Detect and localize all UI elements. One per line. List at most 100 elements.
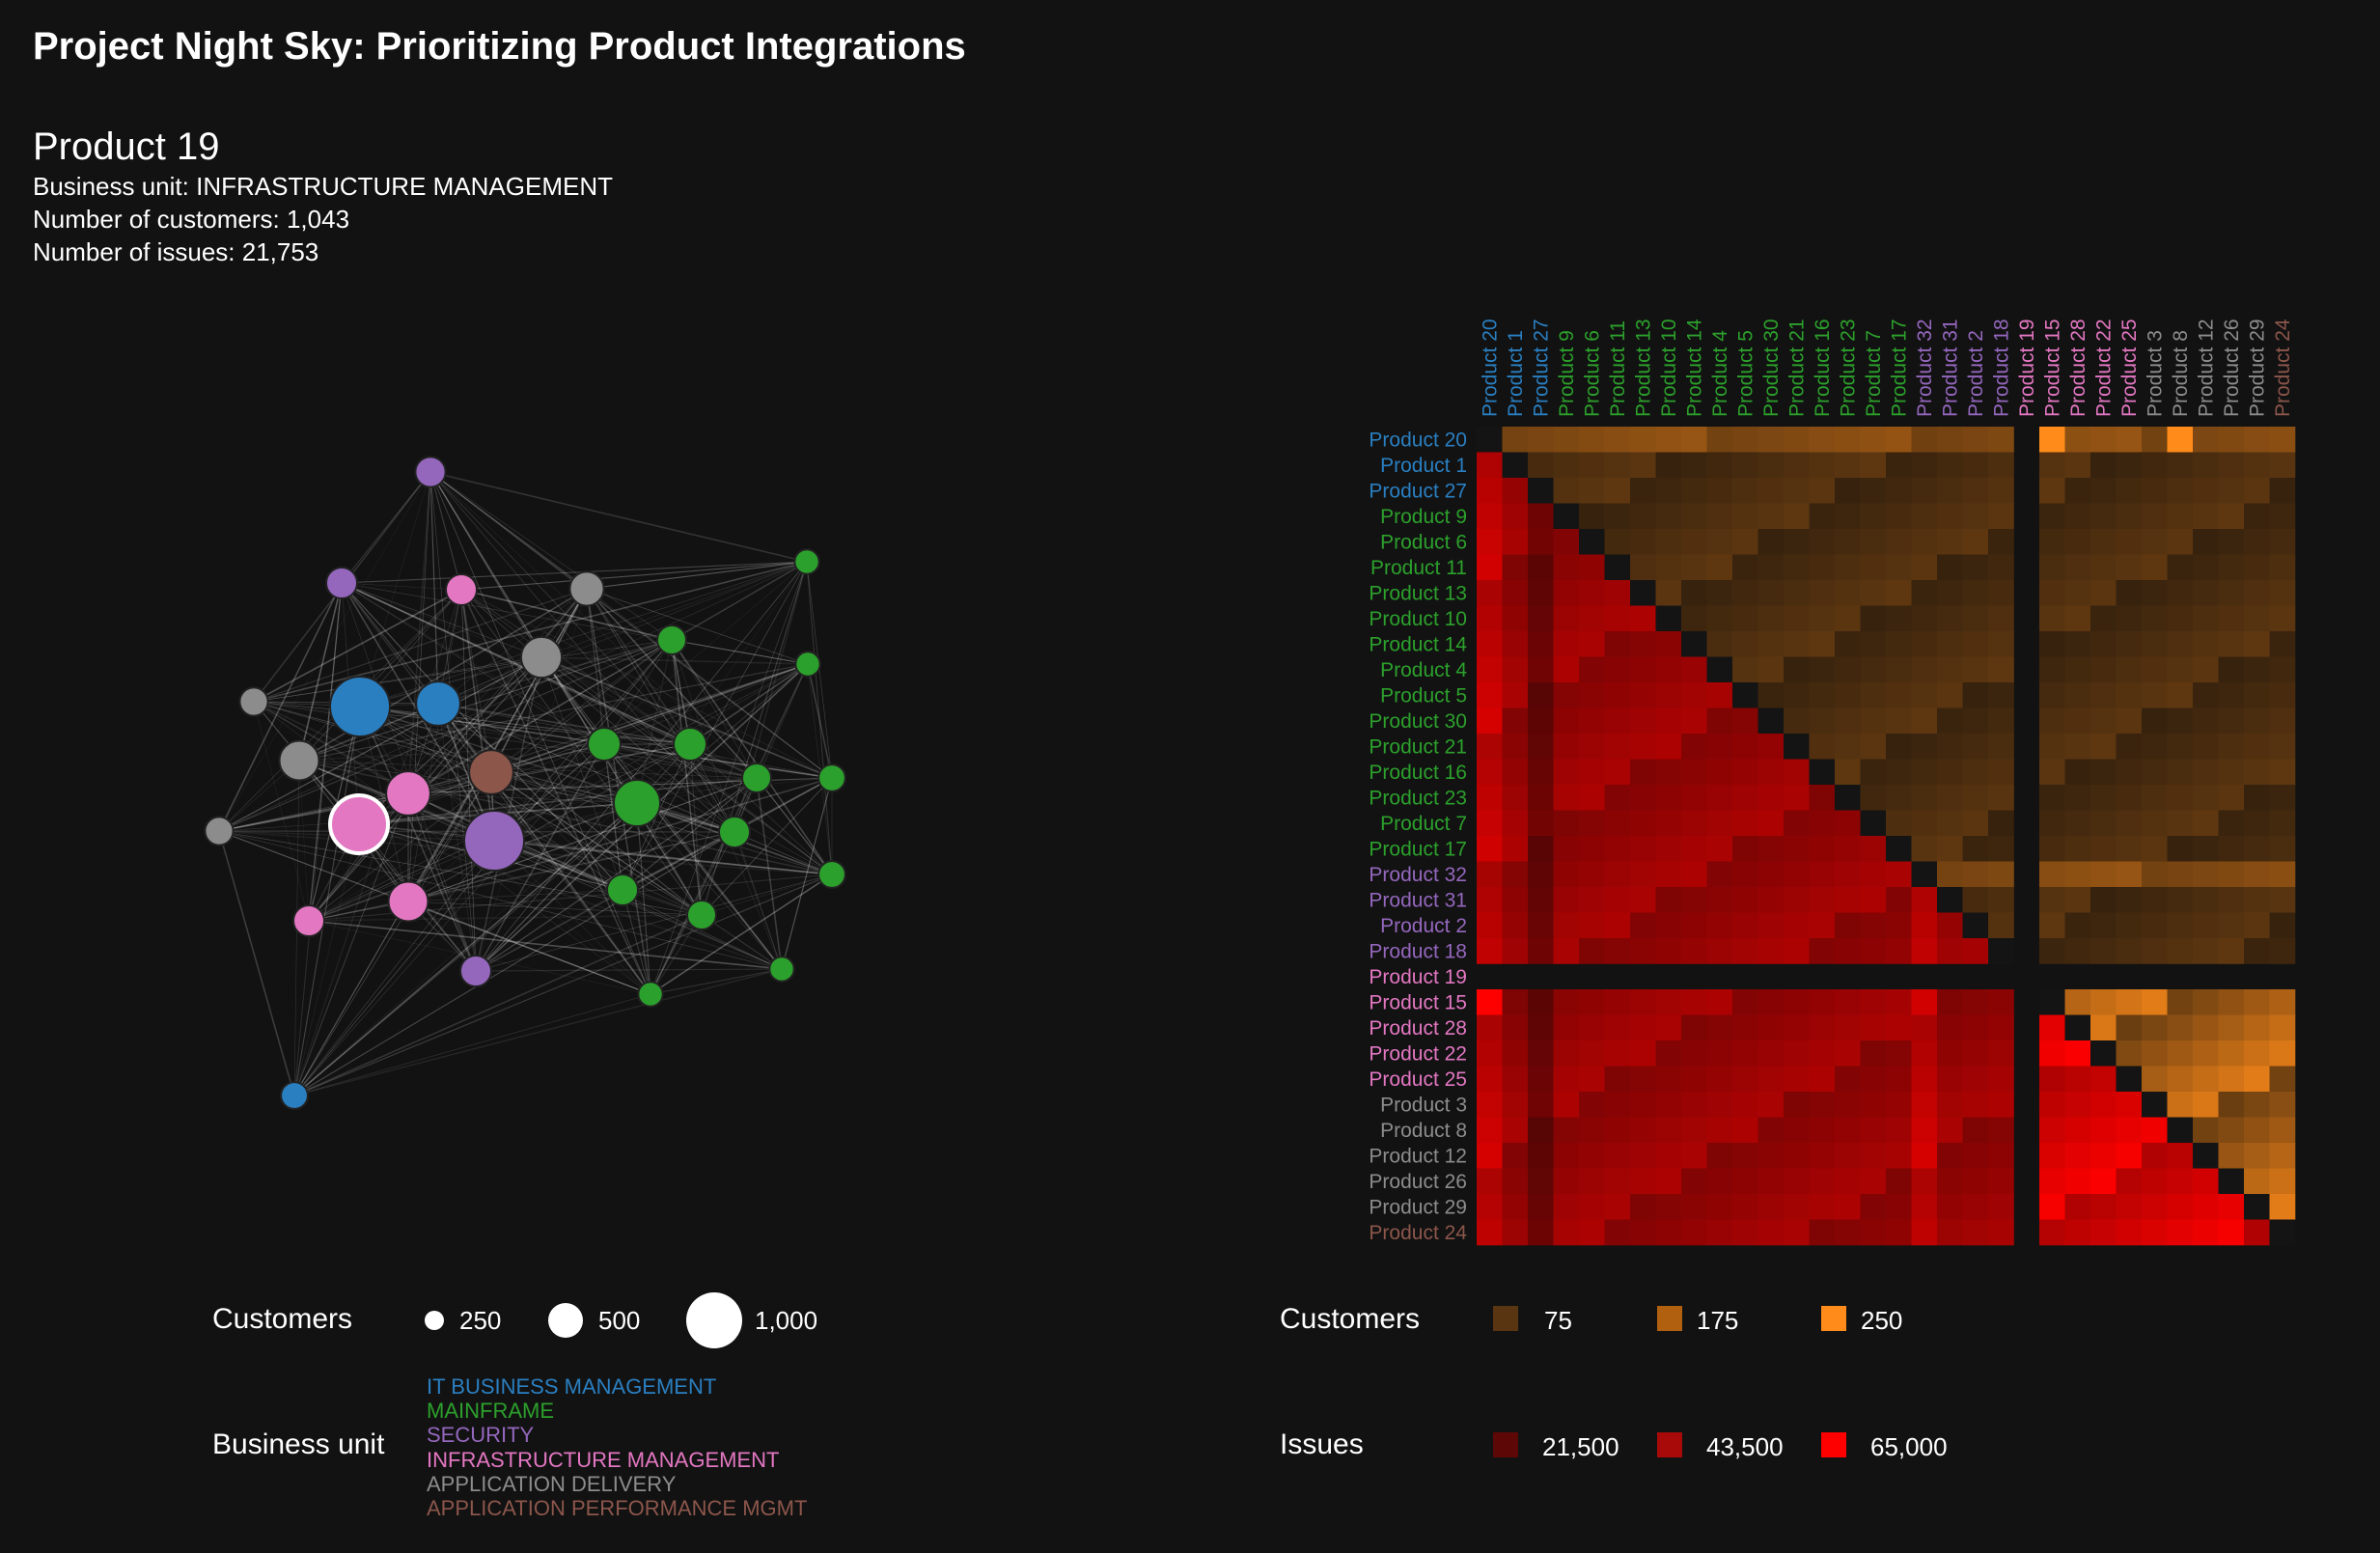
heatmap-cell [2193, 1194, 2219, 1220]
heatmap-row-label: Product 7 [1380, 813, 1467, 835]
network-edge [341, 582, 462, 591]
heatmap-cell [2269, 656, 2296, 683]
heatmap-cell [1528, 1040, 1554, 1067]
heatmap-cell [2090, 452, 2117, 479]
heatmap-cell [1630, 912, 1656, 939]
heatmap-cell [1962, 785, 1989, 811]
network-edge [460, 589, 495, 842]
network-node-mainframe[interactable] [673, 727, 707, 762]
heatmap-cell [2193, 1168, 2219, 1195]
network-edge [308, 792, 409, 922]
network-node-infrastructure-management[interactable] [385, 770, 431, 817]
network-node-mainframe[interactable] [587, 727, 622, 762]
heatmap-cell [1962, 912, 1989, 939]
network-nodes[interactable] [204, 456, 846, 1110]
network-node-mainframe[interactable] [606, 874, 639, 906]
chart-title: Project Night Sky: Prioritizing Product … [33, 25, 966, 68]
heatmap-cell [2244, 1092, 2270, 1118]
network-node-application-delivery[interactable] [238, 686, 269, 717]
heatmap-cell [1732, 810, 1758, 837]
network-node-mainframe[interactable] [768, 956, 795, 983]
heatmap-cell [1809, 605, 1836, 632]
network-node-mainframe[interactable] [817, 763, 846, 792]
heatmap-cell [1784, 682, 1810, 708]
heatmap-cell [1477, 478, 1503, 504]
network-edge [253, 561, 808, 703]
network-edge [429, 471, 833, 779]
heatmap-cell [1911, 605, 1938, 632]
heatmap-cell [1604, 427, 1631, 453]
matrix-customers-legend-title: Customers [1280, 1303, 1421, 1335]
heatmap-cell [2116, 554, 2143, 581]
heatmap-cell [2193, 1040, 2219, 1067]
network-node-infrastructure-management[interactable] [292, 904, 325, 937]
heatmap-cell [1835, 1092, 1861, 1118]
network-edge [490, 639, 673, 773]
network-node-application-delivery[interactable] [278, 739, 320, 782]
network-node-application-performance-mgmt[interactable] [468, 749, 514, 795]
network-node-application-delivery[interactable] [204, 816, 235, 846]
heatmap-cell [1502, 503, 1529, 530]
heatmap-cell [1860, 734, 1887, 760]
network-edge [358, 823, 833, 875]
heatmap-cell [1886, 810, 1912, 837]
network-graph[interactable] [164, 454, 878, 1129]
network-node-it-business-management[interactable] [329, 676, 391, 737]
network-node-infrastructure-management[interactable] [387, 880, 429, 923]
heatmap-cell [1630, 1143, 1656, 1169]
heatmap-cell [1784, 452, 1810, 479]
network-node-it-business-management[interactable] [280, 1081, 309, 1110]
heatmap-cell [1784, 785, 1810, 811]
network-node-application-delivery[interactable] [519, 635, 564, 679]
heatmap-cell [2090, 759, 2117, 786]
network-node-mainframe[interactable] [794, 651, 821, 678]
heatmap-cell [1860, 861, 1887, 888]
network-node-application-delivery[interactable] [568, 570, 605, 607]
network-node-mainframe[interactable] [817, 860, 846, 889]
network-edge [671, 639, 758, 779]
heatmap-cell [2142, 580, 2168, 606]
network-node-mainframe[interactable] [741, 763, 772, 793]
heatmap-cell [2269, 1092, 2296, 1118]
heatmap-cell [1579, 503, 1605, 530]
network-node-mainframe[interactable] [686, 900, 717, 930]
heatmap-cell [1835, 529, 1861, 555]
heatmap-cell [1732, 836, 1758, 862]
heatmap-cell [1706, 1194, 1733, 1220]
network-edge [603, 663, 809, 745]
heatmap-cell [2193, 938, 2219, 964]
network-node-mainframe[interactable] [613, 779, 661, 827]
network-node-it-business-management[interactable] [415, 680, 461, 727]
heatmap-cell [1784, 1194, 1810, 1220]
network-node-selected[interactable] [328, 793, 390, 855]
network-node-security[interactable] [463, 810, 525, 872]
heatmap-cell [1553, 478, 1580, 504]
heatmap-cell [2064, 631, 2091, 657]
network-node-security[interactable] [414, 456, 447, 488]
network-node-mainframe[interactable] [637, 981, 664, 1008]
heatmap-row-label: Product 32 [1369, 864, 1467, 886]
heatmap-cell [1911, 478, 1938, 504]
heatmap-cell [2090, 427, 2117, 453]
heatmap-cell [2039, 861, 2065, 888]
network-edge [540, 656, 833, 779]
heatmap-cell [2090, 529, 2117, 555]
network-node-infrastructure-management[interactable] [445, 573, 478, 606]
heatmap-col-label: Product 19 [2016, 319, 2038, 417]
heatmap-cell [2167, 1092, 2194, 1118]
network-node-security[interactable] [459, 955, 492, 987]
network-node-security[interactable] [325, 567, 358, 599]
heatmap-cell [2244, 427, 2270, 453]
heatmap-cell [1655, 1143, 1682, 1169]
heatmap-cell [1528, 707, 1554, 735]
heatmap-cell [1937, 554, 1963, 581]
heatmap-col-label: Product 20 [1479, 319, 1501, 417]
heatmap-cell [1988, 759, 2014, 786]
network-node-mainframe[interactable] [656, 624, 687, 655]
network-edge [460, 589, 833, 779]
heatmap-cell [2039, 785, 2065, 811]
heatmap-cell [1477, 1066, 1503, 1093]
network-node-mainframe[interactable] [793, 548, 820, 575]
network-node-mainframe[interactable] [718, 816, 751, 848]
heatmap-cell [1886, 1014, 1912, 1041]
